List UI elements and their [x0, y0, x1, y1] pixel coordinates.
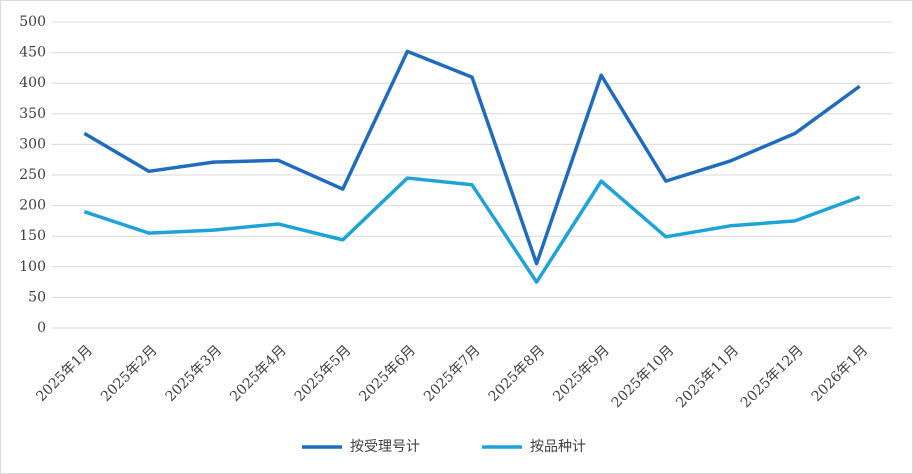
y-tick-label: 150	[19, 228, 46, 244]
y-tick-label: 350	[19, 106, 46, 122]
y-tick-label: 100	[19, 259, 46, 275]
y-tick-label: 50	[28, 289, 46, 305]
y-tick-label: 450	[19, 45, 46, 61]
legend-label: 按品种计	[530, 439, 586, 455]
series-line	[83, 176, 861, 284]
y-tick-label: 0	[37, 320, 46, 336]
y-tick-label: 500	[19, 14, 46, 30]
series-line	[83, 49, 861, 266]
y-tick-label: 250	[19, 167, 46, 183]
y-tick-label: 300	[19, 136, 46, 152]
y-tick-label: 200	[19, 198, 46, 214]
y-tick-label: 400	[19, 75, 46, 91]
legend-label: 按受理号计	[350, 439, 420, 455]
